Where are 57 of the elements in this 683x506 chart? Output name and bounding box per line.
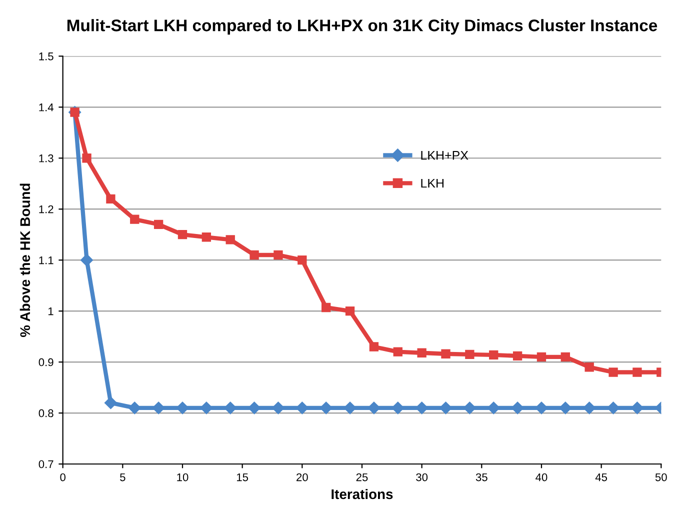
x-tick-label: 20 (296, 473, 308, 482)
point (512, 351, 522, 361)
point (584, 362, 594, 372)
point (202, 232, 212, 242)
point (82, 154, 92, 163)
y-tick-label: 0.7 (38, 460, 54, 468)
point (560, 352, 570, 362)
point (489, 350, 498, 360)
point (272, 402, 285, 414)
y-tick-label: 0.9 (38, 358, 54, 366)
point (393, 347, 402, 356)
point (248, 402, 261, 414)
y-tick-label: 1.2 (39, 205, 54, 214)
point (417, 348, 426, 358)
point (441, 349, 450, 358)
point (80, 254, 94, 266)
x-axis-title: Iterations (332, 488, 393, 500)
point (369, 342, 379, 352)
x-tick-label: 30 (416, 473, 428, 482)
chart-title: Mulit-Start LKH compared to LKH+PX on 31K City Dimacs Cluster Instance (67, 19, 658, 35)
x-tick-label: 10 (177, 473, 188, 482)
point (128, 402, 141, 414)
y-tick-label: 1.1 (39, 256, 54, 264)
x-tick-label: 50 (655, 473, 667, 482)
y-tick-label: 1.4 (39, 104, 54, 112)
point (630, 402, 644, 414)
point (606, 402, 620, 414)
x-tick-label: 5 (120, 473, 126, 482)
point (322, 302, 331, 312)
y-tick-label: 1 (48, 307, 54, 316)
point (345, 306, 355, 316)
y-tick-label: 0.8 (38, 409, 54, 418)
point (536, 352, 546, 362)
point (250, 250, 259, 260)
point (632, 368, 642, 377)
point (154, 220, 164, 229)
x-tick-label: 40 (536, 473, 548, 482)
point (226, 235, 235, 244)
x-tick-label: 25 (356, 473, 368, 482)
point (130, 214, 140, 224)
x-tick-label: 45 (595, 473, 608, 482)
point (608, 368, 618, 377)
point (439, 402, 452, 414)
point (298, 255, 307, 265)
point (104, 396, 118, 410)
y-axis-title: % Above the HK Bound (20, 184, 30, 338)
point (106, 194, 116, 204)
y-tick-label: 1.3 (39, 154, 54, 162)
point (178, 230, 188, 240)
x-tick-label: 0 (60, 473, 66, 482)
point (465, 350, 474, 359)
point (274, 250, 283, 260)
x-tick-label: 15 (236, 473, 248, 482)
legend-label: LKH+PX (421, 151, 468, 160)
y-tick-label: 1.5 (39, 52, 54, 60)
x-tick-label: 35 (476, 473, 488, 482)
legend-label: LKH (421, 178, 444, 188)
